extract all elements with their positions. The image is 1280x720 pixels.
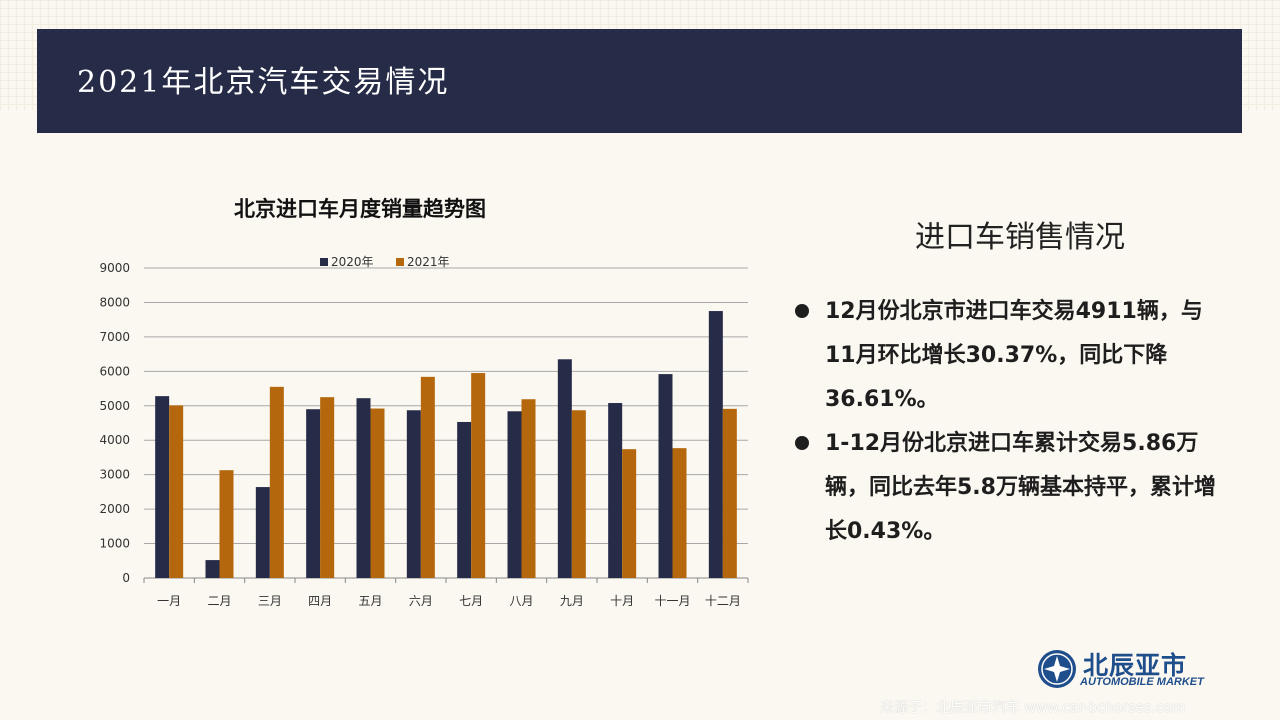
bullet-text: 12月份北京市进口车交易4911辆，与11月环比增长30.37%，同比下降36.…: [825, 299, 1203, 412]
x-tick-label: 十月: [610, 594, 634, 608]
summary-bullets: 12月份北京市进口车交易4911辆，与11月环比增长30.37%，同比下降36.…: [795, 290, 1225, 554]
company-logo: 北辰亚市 AUTOMOBILE MARKET: [1036, 646, 1216, 692]
y-tick-label: 2000: [99, 502, 130, 516]
bar-2020年: [457, 421, 472, 578]
logo-text: 北辰亚市: [1083, 651, 1188, 680]
y-tick-label: 3000: [99, 468, 130, 482]
x-tick-label: 七月: [459, 594, 483, 608]
bar-2020年: [306, 409, 321, 578]
bullet-item: 1-12月份北京进口车累计交易5.86万辆，同比去年5.8万辆基本持平，累计增长…: [795, 422, 1225, 554]
x-tick-label: 八月: [509, 594, 533, 608]
y-tick-label: 1000: [99, 537, 130, 551]
bar-2020年: [356, 398, 371, 578]
y-tick-label: 7000: [99, 330, 130, 344]
bar-chart: 0 1000 2000 3000 4000 5000 6000 7000 8000 9000 一月 二…: [99, 255, 749, 608]
bar-2020年: [255, 487, 270, 578]
chart-title: 北京进口车月度销量趋势图: [234, 197, 486, 221]
y-tick-label: 8000: [99, 295, 130, 309]
y-tick-label: 4000: [99, 433, 130, 447]
y-tick-label: 0: [122, 571, 130, 585]
bar-2021年: [370, 408, 385, 578]
bar-2021年: [269, 386, 284, 578]
y-tick-label: 5000: [99, 399, 130, 413]
bullet-item: 12月份北京市进口车交易4911辆，与11月环比增长30.37%，同比下降36.…: [795, 290, 1225, 422]
bullet-text: 1-12月份北京进口车累计交易5.86万辆，同比去年5.8万辆基本持平，累计增长…: [825, 431, 1216, 544]
x-tick-label: 十一月: [654, 594, 690, 608]
bar-2021年: [672, 448, 687, 578]
bar-2020年: [708, 311, 723, 578]
bar-2020年: [406, 410, 421, 578]
bar-2020年: [608, 403, 623, 578]
bar-2021年: [571, 410, 586, 578]
legend-label: 2021年: [407, 255, 450, 269]
bar-2021年: [420, 376, 435, 578]
x-tick-label: 四月: [308, 594, 332, 608]
bar-2020年: [205, 560, 220, 578]
y-tick-label: 9000: [99, 261, 130, 275]
globe-star-icon: [1038, 650, 1076, 688]
side-title: 进口车销售情况: [915, 220, 1125, 255]
bar-2020年: [155, 396, 170, 578]
legend-swatch: [396, 258, 404, 266]
bullet-dot-icon: [795, 436, 809, 450]
x-tick-label: 一月: [157, 594, 181, 608]
bar-2021年: [722, 408, 737, 578]
legend-label: 2020年: [331, 255, 374, 269]
x-tick-label: 十二月: [705, 594, 741, 608]
bar-2020年: [507, 411, 522, 578]
bar-2020年: [557, 359, 572, 578]
x-tick-label: 六月: [409, 594, 433, 608]
x-tick-label: 五月: [358, 594, 382, 608]
x-tick-label: 二月: [207, 594, 231, 608]
y-tick-label: 6000: [99, 364, 130, 378]
legend-swatch: [320, 258, 328, 266]
x-tick-label: 三月: [258, 594, 282, 608]
bar-2021年: [471, 373, 486, 578]
bullet-dot-icon: [795, 304, 809, 318]
logo-subtext: AUTOMOBILE MARKET: [1080, 676, 1204, 688]
source-watermark: 来源于：北辰亚市汽车 www.car-bchorses.com: [880, 700, 1186, 716]
bar-2021年: [219, 470, 234, 578]
bar-2021年: [622, 449, 637, 578]
page-title: 2021年北京汽车交易情况: [77, 65, 450, 100]
title-banner: 2021年北京汽车交易情况: [37, 29, 1242, 133]
bar-2020年: [658, 374, 673, 578]
bar-2021年: [521, 399, 536, 578]
bar-2021年: [320, 397, 335, 578]
x-tick-label: 九月: [560, 594, 584, 608]
bar-2021年: [169, 405, 184, 578]
